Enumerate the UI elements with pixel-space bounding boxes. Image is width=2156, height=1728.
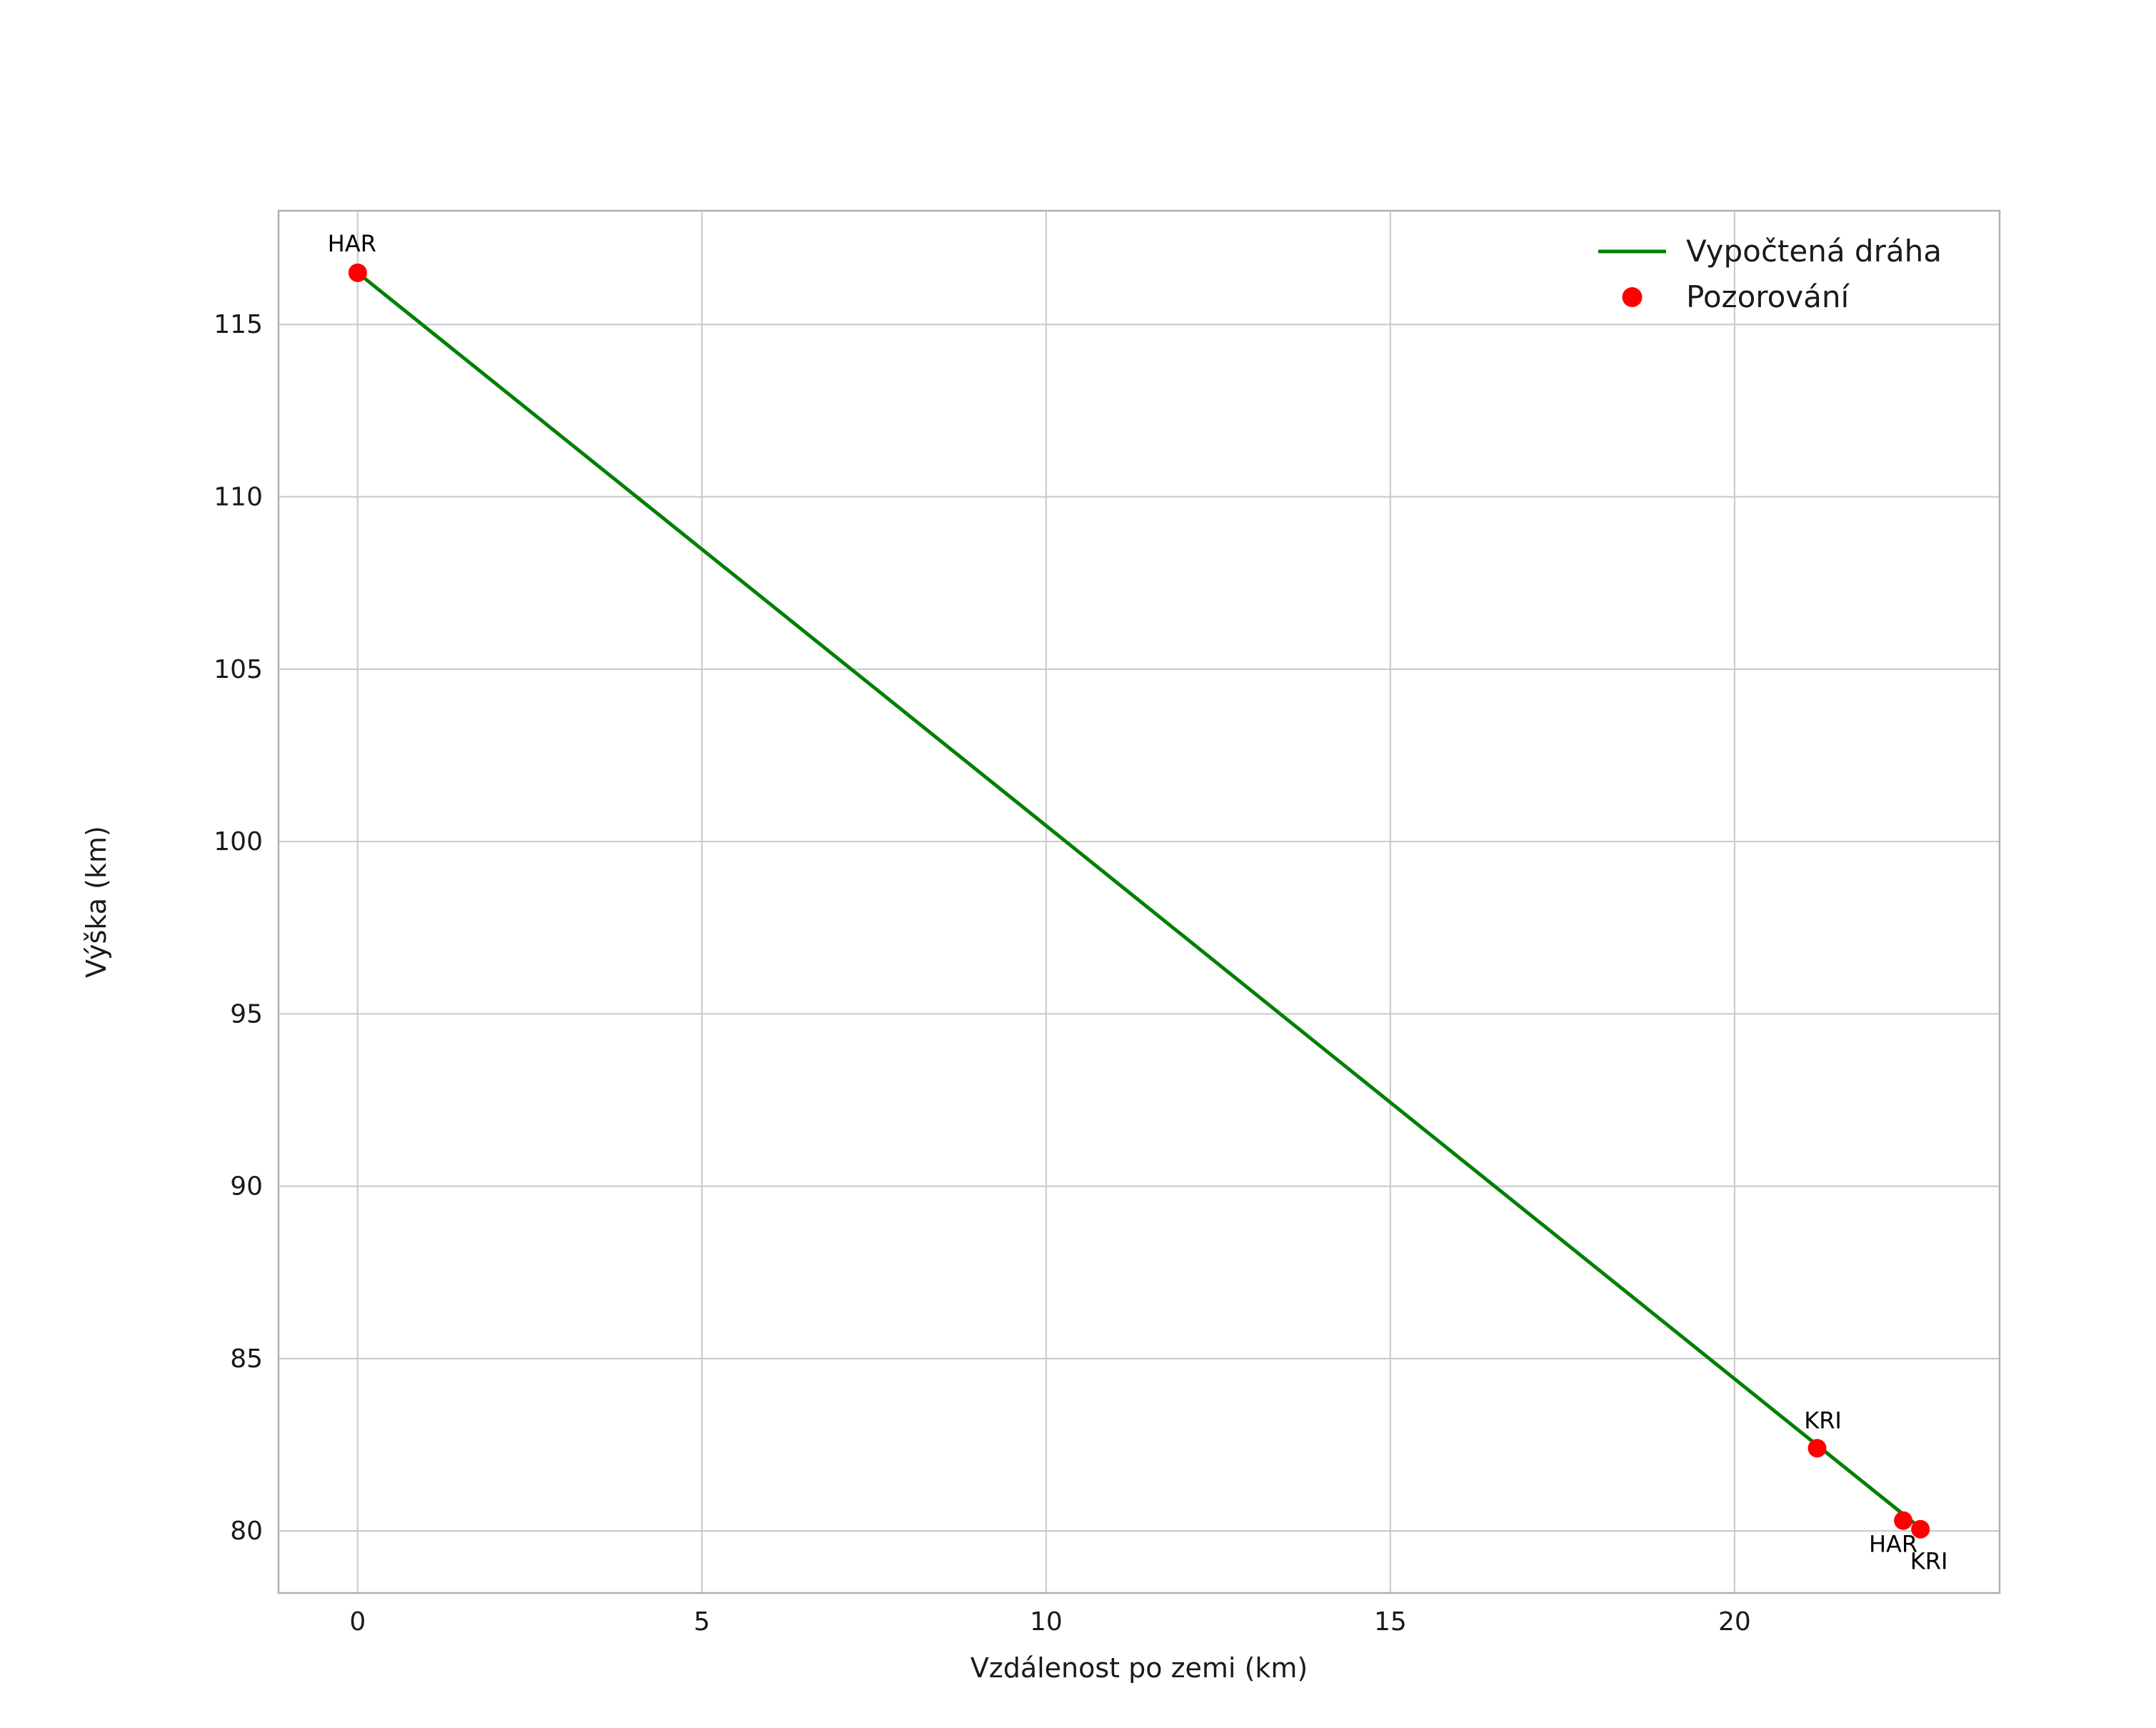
legend: Vypočtená dráha Pozorování (1598, 234, 1942, 314)
station-annotation: HAR (328, 230, 376, 257)
y-tick-label: 95 (230, 999, 263, 1029)
observation-point (1911, 1519, 1930, 1539)
observation-point (1807, 1439, 1827, 1458)
legend-entry-label: Pozorování (1686, 279, 1850, 314)
x-tick-label: 15 (1374, 1607, 1407, 1637)
observation-point (348, 263, 367, 282)
station-annotation: KRI (1910, 1548, 1948, 1575)
x-tick-label: 0 (349, 1607, 366, 1637)
legend-point-sample (1622, 287, 1643, 307)
plot-border (277, 209, 2001, 1594)
observation-point (1894, 1511, 1913, 1530)
trajectory-line (356, 271, 1926, 1533)
x-tick-label: 10 (1030, 1607, 1063, 1637)
station-annotation: KRI (1804, 1407, 1842, 1434)
station-annotation: HAR (1869, 1531, 1917, 1558)
x-axis-label: Vzdálenost po zemi (km) (971, 1652, 1308, 1684)
y-tick-label: 100 (214, 827, 263, 856)
y-tick-label: 90 (230, 1172, 263, 1202)
y-tick-label: 110 (214, 483, 263, 512)
y-tick-label: 115 (214, 310, 263, 339)
grid-lines (279, 211, 2000, 1593)
legend-entry-label: Vypočtená dráha (1686, 234, 1942, 269)
y-tick-label: 85 (230, 1344, 263, 1374)
x-tick-label: 20 (1718, 1607, 1751, 1637)
x-tick-label: 5 (693, 1607, 710, 1637)
y-tick-label: 80 (230, 1517, 263, 1546)
y-axis-label: Výška (km) (81, 826, 112, 978)
tick-labels: 0 5 10 15 20 80 85 90 95 100 105 110 115 (214, 310, 1750, 1637)
y-tick-label: 105 (214, 655, 263, 684)
